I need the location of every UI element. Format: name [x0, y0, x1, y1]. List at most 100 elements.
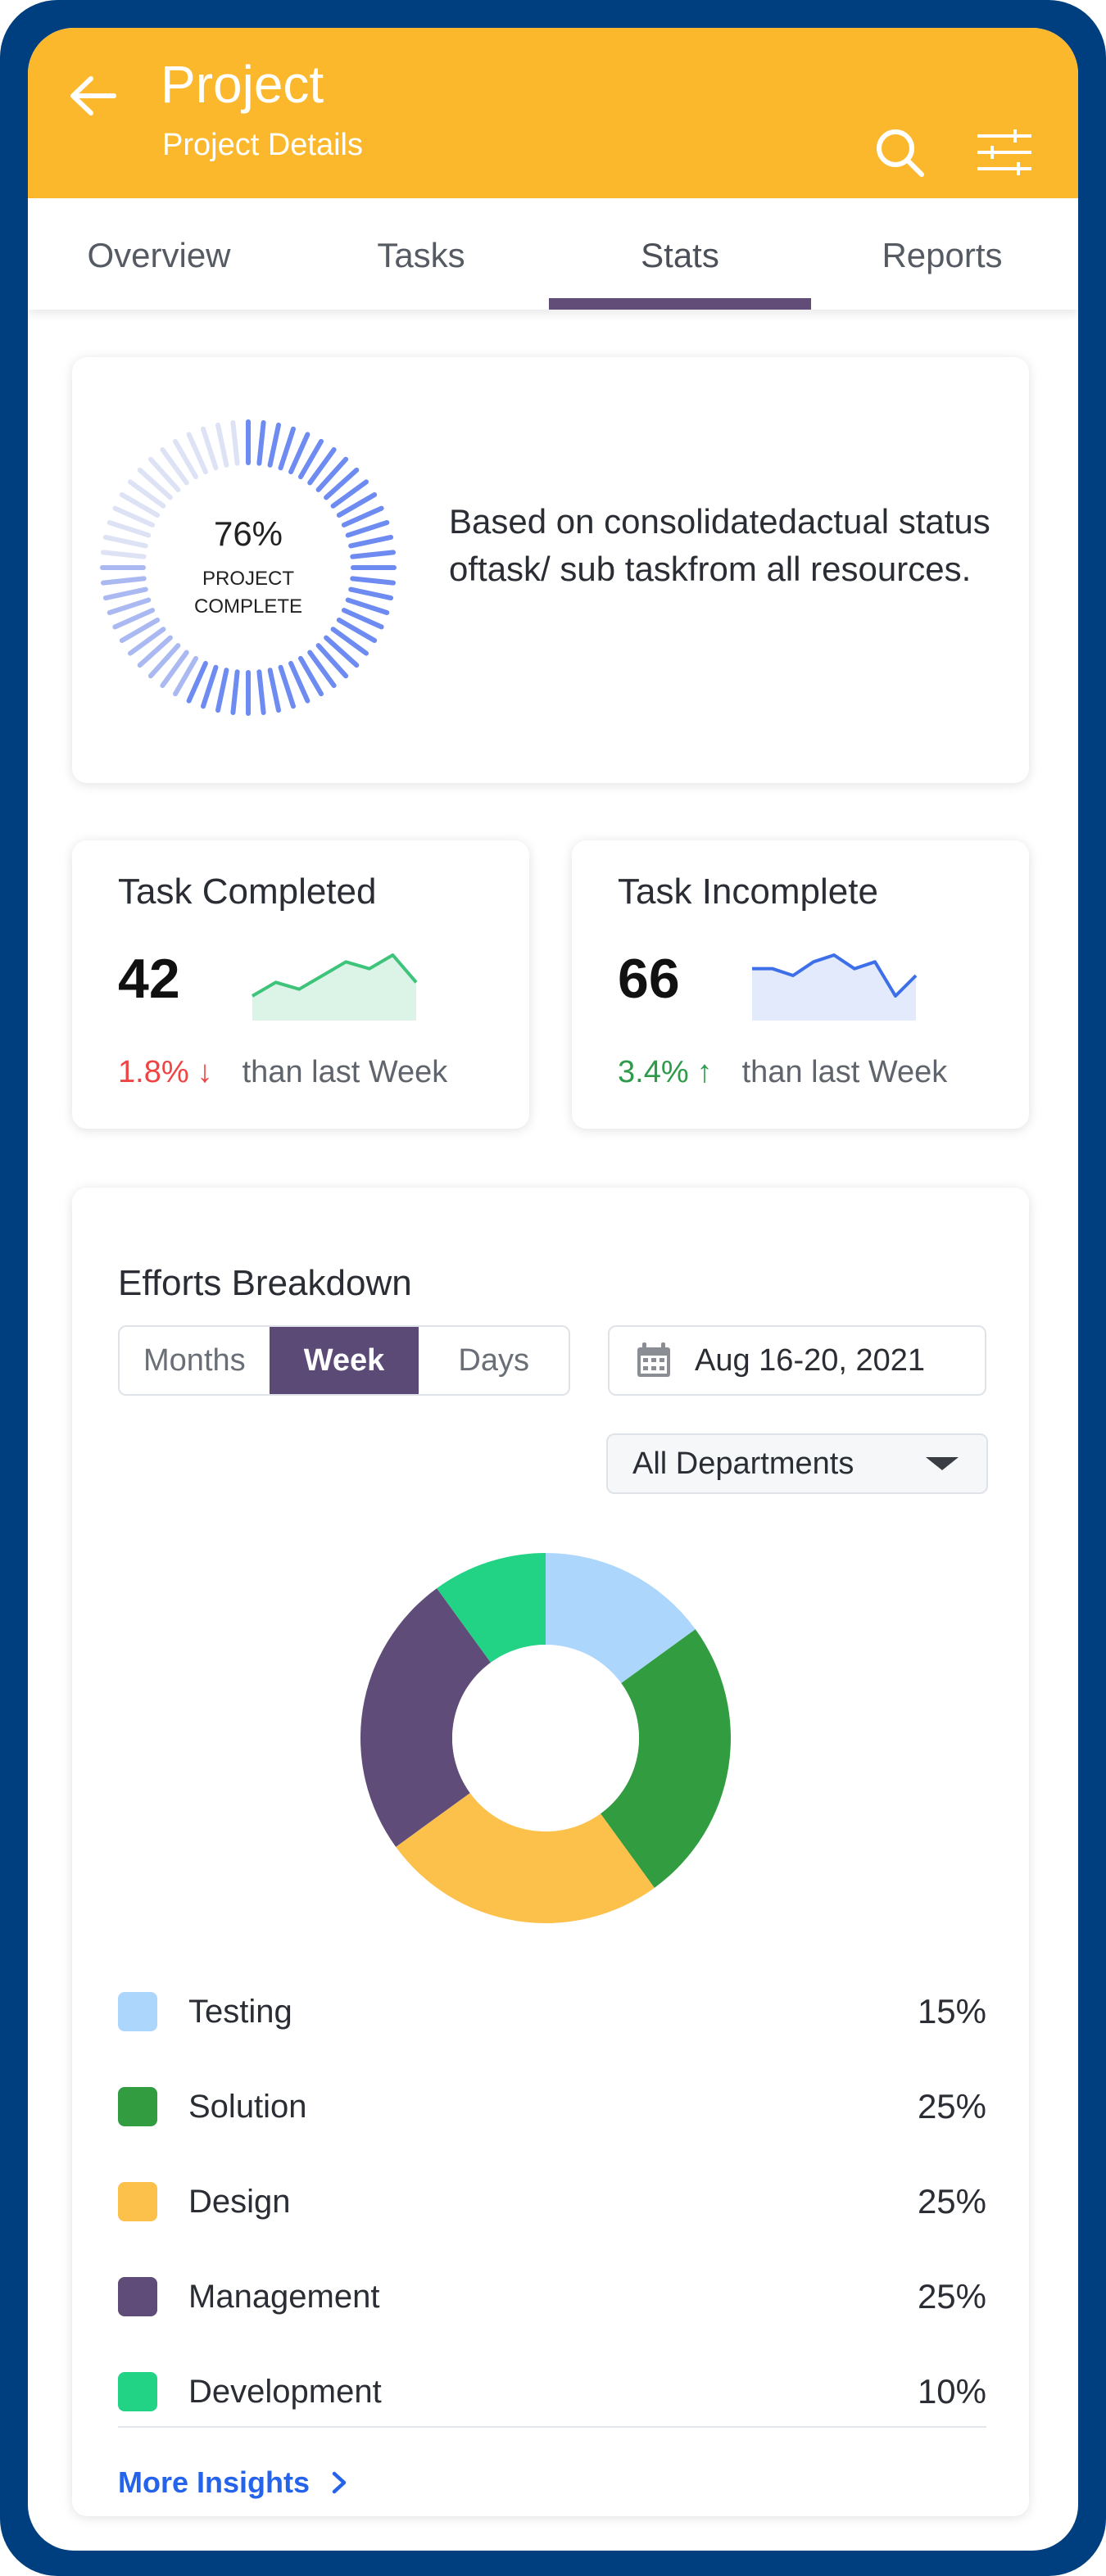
tab-stats[interactable]: Stats: [549, 198, 811, 310]
progress-tick: [315, 643, 349, 679]
legend-value: 25%: [917, 2182, 986, 2221]
legend-value: 25%: [917, 2087, 986, 2126]
efforts-donut-chart: [360, 1553, 731, 1923]
legend-label: Management: [188, 2279, 380, 2315]
chevron-right-icon: [332, 2471, 347, 2494]
progress-tick: [186, 432, 208, 475]
legend-swatch-management: [118, 2277, 157, 2316]
change-suffix: than last Week: [242, 1055, 448, 1089]
legend-item: Design 25%: [118, 2164, 986, 2259]
progress-tick: [160, 446, 189, 486]
progress-tick: [298, 655, 324, 697]
progress-tick: [215, 668, 229, 713]
progress-tick: [330, 479, 369, 509]
progress-tick: [330, 627, 369, 656]
progress-tick: [160, 650, 189, 689]
progress-tick: [336, 618, 378, 643]
progress-tick: [127, 627, 166, 656]
progress-tick: [112, 608, 156, 630]
more-insights-link[interactable]: More Insights: [118, 2465, 351, 2500]
progress-tick: [102, 586, 148, 601]
progress-percent: 76%: [213, 514, 283, 553]
progress-tick: [107, 519, 152, 538]
donut-slice-management: [360, 1588, 491, 1847]
progress-tick: [200, 426, 219, 471]
legend-item: Management 25%: [118, 2259, 986, 2354]
progress-tick: [267, 668, 282, 713]
progress-tick: [173, 655, 198, 697]
progress-tick: [324, 635, 360, 668]
legend-swatch-design: [118, 2182, 157, 2221]
stat-title: Task Incomplete: [618, 871, 878, 912]
sparkline-line: [251, 953, 418, 998]
chart-legend: Testing 15% Solution 25% Design 25% Mana…: [118, 1974, 986, 2449]
stat-value: 42: [118, 948, 180, 1010]
progress-tick: [119, 492, 161, 518]
tab-reports[interactable]: Reports: [882, 236, 1003, 274]
segment-week[interactable]: Week: [269, 1327, 419, 1394]
progress-tick: [267, 422, 282, 468]
progress-tick: [288, 432, 310, 475]
filter-sliders-icon: [977, 129, 1031, 175]
stat-value: 66: [618, 948, 680, 1010]
progress-tick: [345, 519, 390, 538]
department-select[interactable]: All Departments: [606, 1433, 988, 1494]
app-header: Project Project Details: [28, 28, 1078, 198]
donut-slice-design: [396, 1793, 655, 1923]
legend-item: Solution 25%: [118, 2069, 986, 2164]
task-completed-card[interactable]: Task Completed 42 1.8% ↓ than last Week: [72, 840, 529, 1129]
divider: [118, 2426, 986, 2428]
more-insights-label: More Insights: [118, 2465, 310, 2499]
legend-label: Development: [188, 2374, 382, 2410]
legend-label: Testing: [188, 1994, 292, 2030]
donut-hole: [452, 1645, 639, 1831]
legend-swatch-solution: [118, 2087, 157, 2126]
legend-item: Testing 15%: [118, 1974, 986, 2069]
progress-description: Based on consolidatedactual status oftas…: [449, 502, 990, 588]
legend-label: Design: [188, 2184, 291, 2220]
progress-tick: [137, 467, 173, 500]
progress-tick: [215, 422, 229, 468]
search-button[interactable]: [867, 120, 932, 185]
progress-tick: [307, 650, 337, 689]
sparkline-line: [752, 953, 918, 998]
date-range-picker[interactable]: Aug 16-20, 2021: [608, 1325, 986, 1396]
caret-down-icon: [926, 1457, 959, 1470]
back-arrow-icon: [70, 76, 116, 115]
back-button[interactable]: [66, 69, 120, 123]
tab-overview[interactable]: Overview: [87, 236, 231, 274]
filter-button[interactable]: [972, 120, 1037, 185]
progress-ring: 76% PROJECT COMPLETE: [97, 416, 400, 719]
progress-tick: [341, 608, 384, 630]
progress-tick: [102, 534, 148, 549]
sparkline-area: [752, 955, 916, 1021]
progress-tick: [186, 660, 208, 704]
progress-label: PROJECT COMPLETE: [193, 568, 303, 618]
efforts-breakdown-card: Efforts Breakdown Months Week Days: [72, 1188, 1029, 2516]
segment-months[interactable]: Months: [143, 1343, 246, 1378]
donut-slice-development: [437, 1553, 546, 1663]
date-range-text: Aug 16-20, 2021: [695, 1342, 926, 1378]
progress-tick: [324, 467, 360, 500]
progress-tick: [315, 456, 349, 492]
page-subtitle: Project Details: [162, 128, 363, 162]
progress-tick: [147, 456, 181, 492]
progress-tick: [348, 586, 394, 601]
efforts-title: Efforts Breakdown: [118, 1263, 412, 1303]
donut-slice-testing: [546, 1553, 696, 1683]
page-title: Project: [161, 55, 324, 114]
segment-days[interactable]: Days: [458, 1343, 529, 1378]
progress-tick: [307, 446, 337, 486]
sparkline-area: [252, 955, 416, 1021]
progress-ring-ticks: [100, 419, 397, 716]
progress-tick: [298, 438, 324, 480]
legend-value: 15%: [917, 1992, 986, 2030]
task-incomplete-card[interactable]: Task Incomplete 66 3.4% ↑ than last Week: [572, 840, 1029, 1129]
progress-tick: [336, 492, 378, 518]
tab-tasks[interactable]: Tasks: [377, 236, 465, 274]
progress-tick: [256, 669, 266, 716]
progress-tick: [119, 618, 161, 643]
app-screen: Project Project Details O: [28, 28, 1078, 2551]
project-progress-card: 76% PROJECT COMPLETE Based on consolidat…: [72, 357, 1029, 783]
